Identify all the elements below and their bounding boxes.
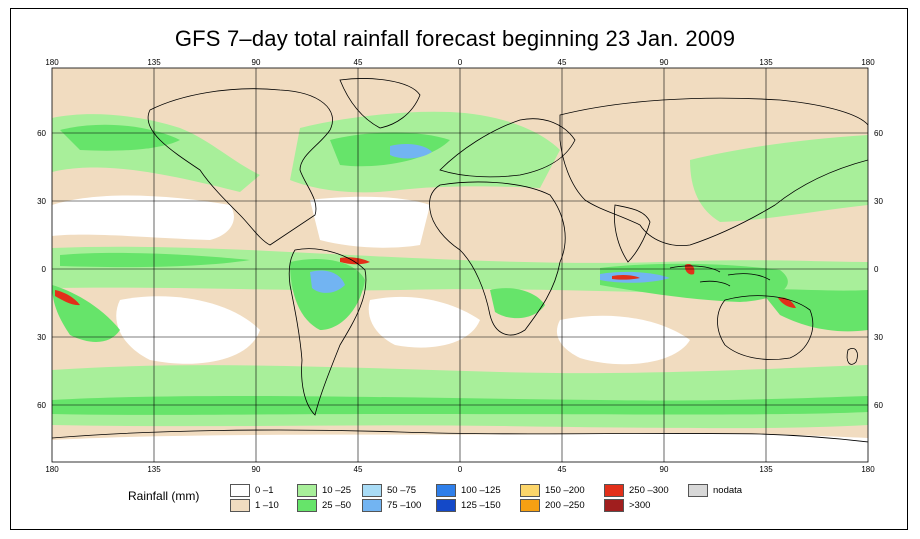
tick-left-0: 60	[37, 129, 46, 138]
tick-bottom-1: 135	[147, 465, 161, 474]
north-america-outline	[147, 88, 333, 246]
legend-swatch-1	[230, 499, 250, 512]
new-zealand-outline	[846, 347, 858, 365]
legend-label-5: 75 –100	[387, 500, 422, 511]
tick-right-2: 0	[874, 265, 879, 274]
rain-band-east-asia-pacific	[690, 135, 868, 222]
tick-top-3: 45	[354, 58, 363, 67]
tick-bottom-8: 180	[861, 465, 875, 474]
dry-zone-south-atlantic	[368, 296, 480, 348]
rain-extreme-east-australia	[778, 297, 796, 308]
legend-label-8: 150 –200	[545, 485, 585, 496]
map-border	[51, 67, 869, 463]
rain-core-mid-atlantic	[390, 144, 432, 159]
dry-zone-south-pacific	[116, 296, 260, 364]
africa-outline	[429, 181, 566, 336]
tick-top-5: 45	[558, 58, 567, 67]
asia-outline	[559, 97, 868, 247]
legend-label-12: nodata	[713, 485, 743, 496]
legend-swatch-0	[230, 484, 250, 497]
tick-bottom-4: 0	[458, 465, 463, 474]
legend-label-4: 50 –75	[387, 485, 417, 496]
tick-right-3: 30	[874, 333, 883, 342]
tick-bottom-5: 45	[558, 465, 567, 474]
legend-swatch-8	[520, 484, 540, 497]
legend-title: Rainfall (mm)	[128, 489, 200, 503]
tick-top-1: 135	[147, 58, 161, 67]
antarctica-outline	[52, 429, 868, 443]
tick-top-2: 90	[252, 58, 261, 67]
indonesia-outline	[669, 265, 771, 287]
legend-label-0: 0 –1	[255, 485, 274, 496]
legend-swatch-10	[604, 484, 624, 497]
rain-core-itcz-pacific	[60, 252, 250, 268]
rain-extreme-south-america	[340, 257, 370, 265]
map-title: GFS 7–day total rainfall forecast beginn…	[174, 26, 736, 51]
legend-swatch-4	[362, 484, 382, 497]
tick-bottom-3: 45	[354, 465, 363, 474]
legend-swatch-9	[520, 499, 540, 512]
legend-swatch-2	[297, 484, 317, 497]
rain-extreme-indian-ocean	[612, 274, 640, 280]
top-longitude-labels: 180 135 90 45 0 45 90 135 180	[45, 58, 875, 67]
left-latitude-labels: 60 30 0 30 60	[37, 129, 46, 410]
tick-left-2: 0	[42, 265, 47, 274]
tick-left-4: 60	[37, 401, 46, 410]
tick-top-7: 135	[759, 58, 773, 67]
tick-top-8: 180	[861, 58, 875, 67]
legend-swatch-5	[362, 499, 382, 512]
legend-swatch-11	[604, 499, 624, 512]
tick-top-0: 180	[45, 58, 59, 67]
dry-zone-south-indian	[556, 315, 690, 365]
tick-right-1: 30	[874, 197, 883, 206]
legend-label-2: 10 –25	[322, 485, 352, 496]
dry-zone-north-pacific	[52, 195, 234, 240]
right-latitude-labels: 60 30 0 30 60	[874, 129, 883, 410]
legend-label-1: 1 –10	[255, 500, 279, 511]
tick-left-3: 30	[37, 333, 46, 342]
legend-label-11: >300	[629, 500, 651, 511]
legend-label-10: 250 –300	[629, 485, 669, 496]
legend-label-7: 125 –150	[461, 500, 501, 511]
tick-bottom-7: 135	[759, 465, 773, 474]
legend-swatch-6	[436, 484, 456, 497]
dry-zone-north-atlantic	[310, 196, 430, 248]
south-america-outline	[288, 248, 367, 416]
tick-top-6: 90	[660, 58, 669, 67]
rain-core-south-america	[290, 259, 365, 330]
bottom-longitude-labels: 180 135 90 45 0 45 90 135 180	[45, 465, 875, 474]
rain-band-northwest	[60, 124, 180, 151]
tick-bottom-6: 90	[660, 465, 669, 474]
tick-bottom-0: 180	[45, 465, 59, 474]
coastlines	[52, 78, 868, 443]
legend-swatch-3	[297, 499, 317, 512]
tick-right-4: 60	[874, 401, 883, 410]
legend-label-3: 25 –50	[322, 500, 352, 511]
legend-label-9: 200 –250	[545, 500, 585, 511]
rain-core-southern-africa	[490, 288, 545, 319]
india-outline	[613, 204, 651, 263]
tick-right-0: 60	[874, 129, 883, 138]
tick-bottom-2: 90	[252, 465, 261, 474]
tick-left-1: 30	[37, 197, 46, 206]
legend-label-6: 100 –125	[461, 485, 501, 496]
tick-top-4: 0	[458, 58, 463, 67]
rain-heavy-south-america	[310, 270, 345, 293]
australia-outline	[717, 295, 814, 360]
graticule	[52, 68, 868, 462]
legend-swatch-7	[436, 499, 456, 512]
legend-swatch-12	[688, 484, 708, 497]
rain-extreme-spcz	[55, 290, 80, 306]
